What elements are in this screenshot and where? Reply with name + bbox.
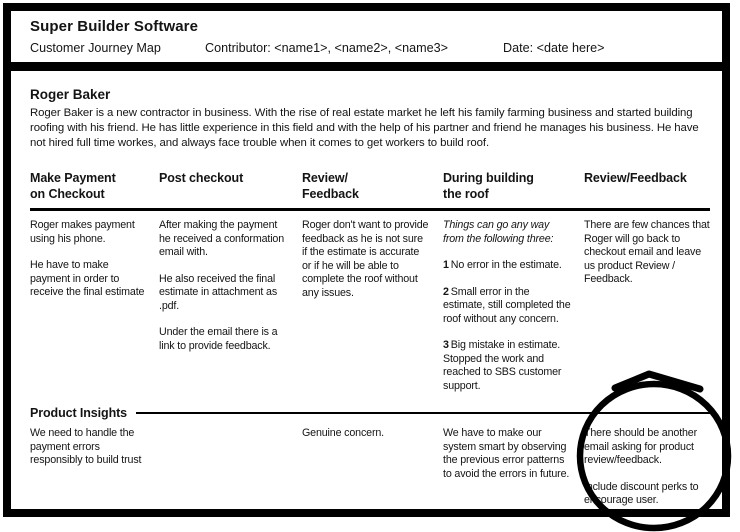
product-insights-heading: Product Insights (30, 406, 710, 420)
insight-paragraph: We have to make our system smart by obse… (443, 427, 570, 480)
contributor-field: Contributor: <name1>, <name2>, <name3> (205, 41, 448, 55)
outcome-number: 3 (443, 339, 449, 351)
journey-paragraph: He have to make payment in order to rece… (30, 259, 145, 298)
document-type-label: Customer Journey Map (30, 41, 161, 55)
journey-outcome: 1 No error in the estimate. (443, 259, 571, 273)
main-content: Roger Baker Roger Baker is a new contrac… (11, 71, 722, 521)
outcome-text: Big mistake in estimate. Stopped the wor… (443, 339, 562, 392)
product-insights-grid: We need to handle the payment errors res… (30, 427, 710, 521)
journey-outcome: 3 Big mistake in estimate. Stopped the wo… (443, 339, 571, 393)
insight-paragraph: We need to handle the payment errors res… (30, 427, 142, 466)
insight-paragraph: Include discount perks to encourage user… (584, 480, 699, 507)
journey-paragraph: Roger don't want to provide feedback as … (302, 219, 429, 299)
journey-cell-review-feedback-1: Roger don't want to provide feedback as … (302, 211, 430, 406)
header-subtitle-row: Customer Journey Map Contributor: <name1… (30, 41, 708, 55)
journey-paragraph: Under the email there is a link to provi… (159, 326, 278, 352)
journey-cell-during-building: Things can go any way from the following… (443, 211, 571, 406)
insight-cell-building: We have to make our system smart by obse… (443, 427, 571, 521)
journey-paragraph: There are few chances that Roger will go… (584, 219, 710, 285)
date-field: Date: <date here> (503, 41, 605, 55)
column-header-make-payment: Make Payment on Checkout (30, 171, 116, 201)
outcome-number: 2 (443, 285, 449, 298)
journey-intro-italic: Things can go any way from the following… (443, 219, 554, 245)
insight-paragraph: There should be another email asking for… (584, 427, 698, 466)
column-header-post-checkout: Post checkout (159, 171, 244, 185)
journey-map-grid: Make Payment on Checkout Post checkout R… (30, 170, 710, 406)
journey-paragraph: Roger makes payment using his phone. (30, 219, 135, 245)
journey-cell-post-checkout: After making the payment he received a c… (159, 211, 289, 406)
journey-cell-review-feedback-2: There are few chances that Roger will go… (584, 211, 710, 406)
journey-header-rule (30, 208, 710, 211)
header-divider-bar (11, 62, 722, 71)
journey-paragraph: He also received the final estimate in a… (159, 272, 278, 312)
insight-paragraph: Genuine concern. (302, 427, 384, 439)
persona-description: Roger Baker is a new contractor in busin… (30, 107, 699, 149)
product-insights-title: Product Insights (30, 406, 128, 420)
insight-cell-post-checkout-empty (159, 427, 289, 521)
page-frame: Super Builder Software Customer Journey … (3, 3, 730, 517)
outcome-number: 1 (443, 259, 449, 271)
column-header-during-building: During building the roof (443, 171, 534, 201)
column-header-review-feedback-1: Review/ Feedback (302, 171, 359, 201)
app-title: Super Builder Software (30, 18, 199, 35)
journey-cell-make-payment: Roger makes payment using his phone. He … (30, 211, 146, 406)
insight-cell-followup: There should be another email asking for… (584, 427, 710, 521)
persona-name: Roger Baker (30, 87, 111, 102)
product-insights-rule (136, 412, 710, 414)
column-header-review-feedback-2: Review/Feedback (584, 171, 687, 185)
insight-cell-payment: We need to handle the payment errors res… (30, 427, 146, 521)
insight-cell-review: Genuine concern. (302, 427, 430, 521)
outcome-text: No error in the estimate. (450, 259, 562, 271)
journey-outcome: 2 Small error in the estimate, still comp… (443, 286, 571, 327)
outcome-text: Small error in the estimate, still compl… (443, 285, 571, 325)
header: Super Builder Software Customer Journey … (11, 11, 722, 62)
journey-paragraph: After making the payment he received a c… (159, 219, 285, 258)
